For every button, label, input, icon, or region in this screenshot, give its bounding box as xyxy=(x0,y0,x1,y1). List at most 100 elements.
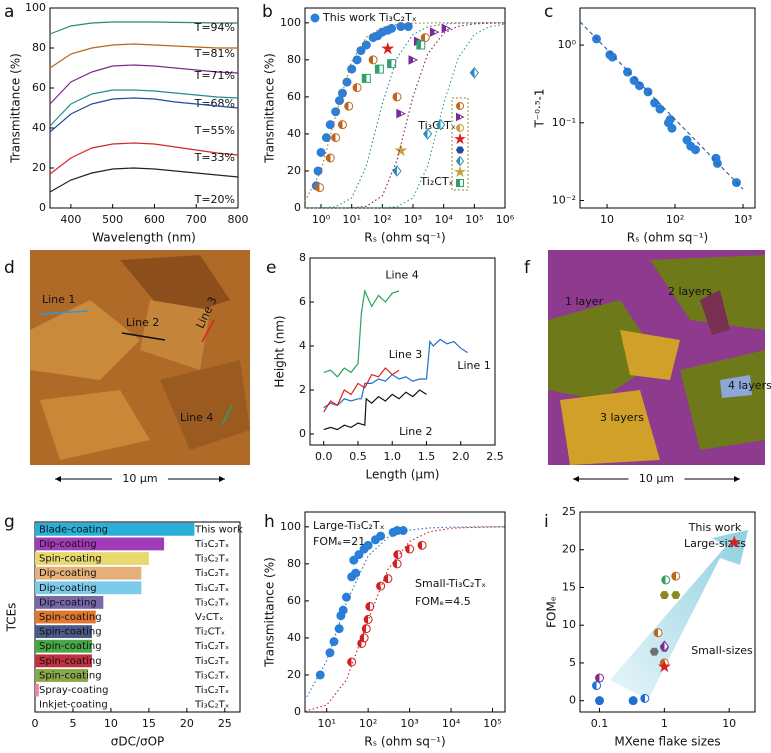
x-axis-title: Rₛ (ohm sq⁻¹) xyxy=(364,735,445,749)
marker xyxy=(363,614,373,624)
y-tick-label: 10⁻¹ xyxy=(552,116,576,129)
marker xyxy=(417,540,427,550)
x-axis-title: Rₛ (ohm sq⁻¹) xyxy=(364,231,445,245)
bar-material: Ti₃C₂Tₓ xyxy=(194,670,229,681)
x-tick-label: 0.0 xyxy=(315,450,333,463)
y-tick-label: 20 xyxy=(32,161,46,174)
bar-category: Spin-coating xyxy=(39,656,102,667)
bar xyxy=(35,522,195,536)
marker xyxy=(392,165,402,177)
x-tick-label: 0.1 xyxy=(591,717,609,730)
bar xyxy=(35,581,142,595)
annotation: 1 layer xyxy=(565,295,604,308)
legend-swatch xyxy=(456,179,464,187)
x-axis-title: MXene flake sizes xyxy=(614,735,720,749)
marker xyxy=(667,123,677,133)
marker xyxy=(351,568,361,578)
scale-arrow xyxy=(734,476,740,482)
marker xyxy=(347,64,357,74)
y-tick-label: 5 xyxy=(569,656,576,669)
x-axis-title: Length (μm) xyxy=(366,468,440,482)
x-axis-title: Wavelength (nm) xyxy=(92,231,196,245)
bar-material: Ti₃C₂Tₓ xyxy=(194,597,229,608)
marker xyxy=(363,540,373,550)
y-tick-label: 10⁻² xyxy=(552,193,576,206)
bar-material: Ti₃C₂Tₓ xyxy=(194,685,229,696)
marker xyxy=(396,108,406,119)
annotation: Line 1 xyxy=(42,293,75,306)
marker xyxy=(313,166,323,176)
y-tick-label: 40 xyxy=(32,121,46,134)
scale-arrow xyxy=(573,476,579,482)
marker xyxy=(337,120,347,130)
marker xyxy=(628,696,638,706)
marker xyxy=(727,535,741,548)
x-tick-label: 10 xyxy=(722,717,736,730)
bar-category: Spin-coating xyxy=(39,554,102,565)
x-tick-label: 10² xyxy=(373,213,391,226)
panel-label: d xyxy=(4,258,15,278)
series-line xyxy=(49,64,239,105)
series-label: T=33% xyxy=(194,151,235,164)
y-tick-label: 0 xyxy=(39,201,46,214)
y-axis-title: FOMₑ xyxy=(545,596,559,628)
marker xyxy=(331,107,341,117)
marker xyxy=(691,145,701,155)
y-tick-label: 20 xyxy=(287,668,301,681)
series-line xyxy=(49,89,239,127)
y-tick-label: 0 xyxy=(569,694,576,707)
marker xyxy=(334,624,344,634)
y-tick-label: 0 xyxy=(294,705,301,718)
series-label: T=81% xyxy=(194,47,235,60)
y-tick-label: 80 xyxy=(287,557,301,570)
marker xyxy=(337,88,347,98)
x-tick-label: 10² xyxy=(359,717,377,730)
y-tick-label: 80 xyxy=(287,53,301,66)
bar-category: Blade-coating xyxy=(39,524,108,535)
x-tick-label: 10⁴ xyxy=(434,213,453,226)
y-axis-title: TCEs xyxy=(5,603,19,633)
marker xyxy=(422,128,433,140)
panel-label: b xyxy=(262,2,273,22)
marker xyxy=(394,143,408,157)
annotation: 2 layers xyxy=(668,285,712,298)
marker xyxy=(359,633,369,643)
y-tick-label: 40 xyxy=(287,631,301,644)
bar-category: Spin-coating xyxy=(39,612,102,623)
marker xyxy=(383,574,393,584)
y-tick-label: 60 xyxy=(287,594,301,607)
marker xyxy=(420,33,430,43)
y-tick-label: 0 xyxy=(294,201,301,214)
layer-map xyxy=(548,250,765,465)
y-tick-label: 2 xyxy=(299,383,306,396)
bar xyxy=(35,669,89,682)
marker xyxy=(640,693,650,703)
scale-arrow xyxy=(55,476,61,482)
y-tick-label: 15 xyxy=(562,580,576,593)
bar-category: Spray-coating xyxy=(39,685,108,696)
annotation: 4 layers xyxy=(728,379,771,392)
annotation: Line 4 xyxy=(180,411,213,424)
marker xyxy=(344,101,354,111)
marker xyxy=(349,555,359,565)
plot-frame xyxy=(304,7,506,209)
x-tick-label: 10⁰ xyxy=(312,213,331,226)
marker xyxy=(403,22,413,32)
bar-category: Spin-coating xyxy=(39,627,102,638)
marker xyxy=(316,147,326,157)
plot-frame xyxy=(309,257,496,446)
marker xyxy=(416,40,426,50)
series-line xyxy=(304,526,505,701)
marker xyxy=(354,550,364,560)
panel-label: c xyxy=(544,2,553,22)
legend-swatch xyxy=(454,165,466,177)
marker xyxy=(634,81,644,91)
y-axis-title: Transmittance (%) xyxy=(9,53,23,164)
series-label: T=20% xyxy=(194,193,235,206)
x-tick-label: 1.0 xyxy=(383,450,401,463)
series-line xyxy=(304,22,505,202)
bar-category: Spin-coating xyxy=(39,670,102,681)
bar-material: Ti₃C₂Tₓ xyxy=(194,568,229,579)
marker xyxy=(368,55,378,65)
